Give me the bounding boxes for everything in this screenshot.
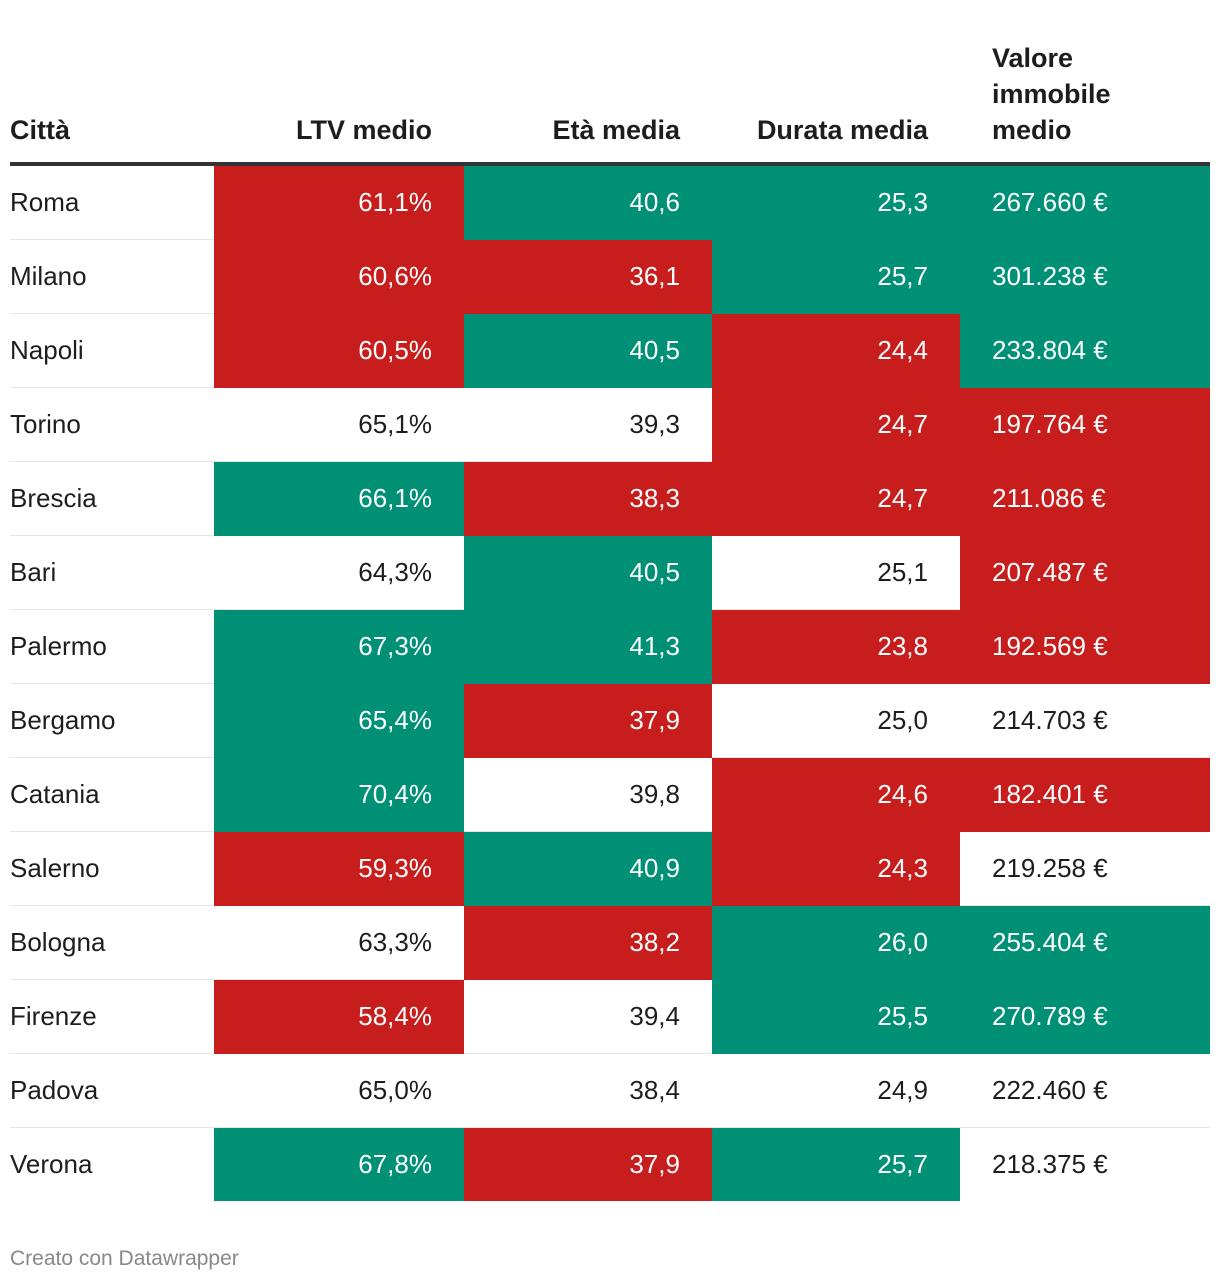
cell-valore: 267.660 € [960,164,1210,240]
cell-durata: 24,9 [712,1053,960,1128]
header-valore[interactable]: Valore immobile medio [960,40,1210,166]
table-row: Brescia 66,1% 38,3 24,7 211.086 € [10,461,1210,536]
table-row: Bari 64,3% 40,5 25,1 207.487 € [10,535,1210,610]
cell-valore: 255.404 € [960,905,1210,980]
cell-durata: 24,4 [712,313,960,388]
cell-durata: 25,5 [712,979,960,1054]
cell-city: Napoli [10,313,214,388]
mortgage-table: Città LTV medio Età media Durata media V… [10,40,1210,1201]
cell-durata: 25,0 [712,683,960,758]
cell-valore: 192.569 € [960,609,1210,684]
table-row: Firenze 58,4% 39,4 25,5 270.789 € [10,979,1210,1054]
header-ltv[interactable]: LTV medio [214,40,464,166]
table-row: Bergamo 65,4% 37,9 25,0 214.703 € [10,683,1210,758]
cell-eta: 39,4 [464,979,712,1054]
header-city[interactable]: Città [10,40,214,166]
cell-eta: 38,4 [464,1053,712,1128]
cell-eta: 40,9 [464,831,712,906]
cell-durata: 24,3 [712,831,960,906]
cell-durata: 25,7 [712,239,960,314]
cell-ltv: 65,0% [214,1053,464,1128]
cell-valore: 218.375 € [992,1149,1108,1179]
cell-valore: 197.764 € [960,387,1210,462]
cell-valore: 270.789 € [960,979,1210,1054]
data-table-container: Città LTV medio Età media Durata media V… [10,40,1210,1201]
table-row: Torino 65,1% 39,3 24,7 197.764 € [10,387,1210,462]
cell-valore: 182.401 € [960,757,1210,832]
cell-valore: 207.487 € [960,535,1210,610]
cell-city: Bari [10,535,214,610]
header-durata[interactable]: Durata media [712,40,960,166]
cell-durata: 24,7 [712,387,960,462]
cell-ltv: 59,3% [214,831,464,906]
cell-city: Salerno [10,831,214,906]
cell-ltv: 61,1% [214,164,464,240]
header-valore-line-1: Valore [992,43,1074,73]
cell-durata: 26,0 [712,905,960,980]
header-valore-line-2: immobile [992,79,1111,109]
table-body: Roma 61,1% 40,6 25,3 267.660 € Milano 60,6% 36,… [10,164,1210,1201]
cell-city: Padova [10,1053,214,1128]
cell-durata: 24,7 [712,461,960,536]
cell-ltv: 70,4% [214,757,464,832]
cell-eta: 38,3 [464,461,712,536]
header-valore-line-3: medio [992,115,1072,145]
cell-city: Firenze [10,979,214,1054]
cell-eta: 40,6 [464,164,712,240]
cell-ltv: 63,3% [214,905,464,980]
cell-city: Verona [10,1149,93,1179]
table-row: Bologna 63,3% 38,2 26,0 255.404 € [10,905,1210,980]
cell-ltv: 67,3% [214,609,464,684]
header-eta[interactable]: Età media [464,40,712,166]
cell-durata: 24,6 [712,757,960,832]
cell-valore: 211.086 € [960,461,1210,536]
cell-durata: 25,3 [712,164,960,240]
cell-eta: 37,9 [464,1127,712,1201]
cell-eta: 37,9 [464,683,712,758]
cell-city: Torino [10,387,214,462]
table-row: Roma 61,1% 40,6 25,3 267.660 € [10,164,1210,240]
cell-valore: 214.703 € [960,683,1210,758]
cell-eta: 36,1 [464,239,712,314]
table-row: Palermo 67,3% 41,3 23,8 192.569 € [10,609,1210,684]
cell-durata: 25,1 [712,535,960,610]
table-row: Padova 65,0% 38,4 24,9 222.460 € [10,1053,1210,1128]
cell-city: Brescia [10,461,214,536]
cell-ltv: 60,6% [214,239,464,314]
cell-city: Bologna [10,905,214,980]
table-row: Napoli 60,5% 40,5 24,4 233.804 € [10,313,1210,388]
cell-valore: 301.238 € [960,239,1210,314]
cell-city: Milano [10,239,214,314]
footer-credit: Creato con Datawrapper [10,1247,239,1270]
header-row: Città LTV medio Età media Durata media V… [10,40,1210,166]
cell-city: Roma [10,164,214,240]
cell-city: Catania [10,757,214,832]
table-row: Milano 60,6% 36,1 25,7 301.238 € [10,239,1210,314]
cell-ltv: 60,5% [214,313,464,388]
table-row: Verona 67,8% 37,9 25,7 218.375 € [10,1127,1210,1201]
cell-eta: 39,8 [464,757,712,832]
cell-valore: 219.258 € [960,831,1210,906]
cell-ltv: 64,3% [214,535,464,610]
cell-ltv: 58,4% [214,979,464,1054]
cell-city: Palermo [10,609,214,684]
cell-eta: 38,2 [464,905,712,980]
table-row: Catania 70,4% 39,8 24,6 182.401 € [10,757,1210,832]
cell-eta: 40,5 [464,535,712,610]
cell-ltv: 65,1% [214,387,464,462]
cell-durata: 25,7 [712,1127,960,1201]
cell-valore: 233.804 € [960,313,1210,388]
table-row: Salerno 59,3% 40,9 24,3 219.258 € [10,831,1210,906]
cell-city: Bergamo [10,683,214,758]
cell-durata: 23,8 [712,609,960,684]
cell-eta: 41,3 [464,609,712,684]
cell-valore: 222.460 € [960,1053,1210,1128]
cell-ltv: 66,1% [214,461,464,536]
cell-eta: 40,5 [464,313,712,388]
cell-ltv: 65,4% [214,683,464,758]
cell-eta: 39,3 [464,387,712,462]
cell-ltv: 67,8% [214,1127,464,1201]
